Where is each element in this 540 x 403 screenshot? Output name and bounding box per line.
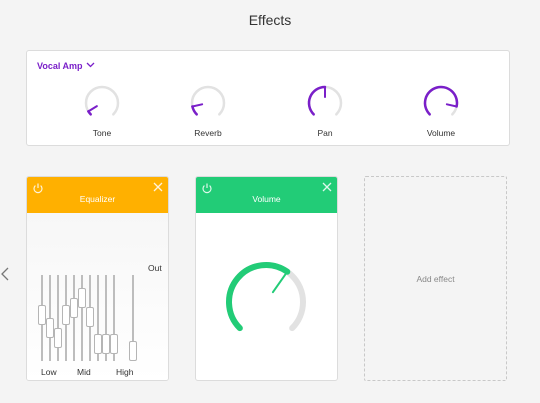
- eq-slider-track: [105, 275, 107, 361]
- knob-label-pan: Pan: [317, 128, 333, 138]
- power-icon[interactable]: [201, 182, 213, 196]
- knob-pointer: [445, 103, 458, 108]
- eq-slider-handle[interactable]: [102, 334, 110, 355]
- close-icon[interactable]: [152, 181, 164, 195]
- knob-volume[interactable]: Volume: [411, 81, 471, 141]
- eq-slider-track: [57, 275, 59, 361]
- knob-track: [190, 85, 226, 116]
- eq-band-label-low: Low: [41, 367, 57, 377]
- equalizer-title: Equalizer: [79, 194, 116, 204]
- knob-label-volume: Volume: [426, 128, 456, 138]
- add-effect-label: Add effect: [416, 273, 455, 284]
- volume-knob-graphic: [423, 85, 459, 116]
- pan-knob-graphic: [307, 85, 343, 116]
- close-icon[interactable]: [321, 181, 333, 195]
- equalizer-header: Equalizer: [27, 177, 168, 213]
- eq-slider-handle[interactable]: [110, 334, 118, 355]
- volume-knob[interactable]: [196, 213, 338, 381]
- eq-slider-handle[interactable]: [70, 298, 78, 319]
- knob-pan[interactable]: Pan: [295, 81, 355, 141]
- eq-out-slider-handle[interactable]: [129, 341, 137, 361]
- knob-value-arc: [226, 262, 291, 332]
- knob-value-arc: [191, 105, 198, 116]
- tone-knob-graphic: [84, 85, 120, 116]
- equalizer-card: Equalizer Out Low Mid High: [26, 176, 169, 381]
- add-effect-button[interactable]: Add effect: [364, 176, 507, 381]
- eq-band-label-mid: Mid: [77, 367, 91, 377]
- eq-slider-handle[interactable]: [86, 306, 94, 327]
- power-icon[interactable]: [32, 182, 44, 196]
- eq-slider-handle[interactable]: [62, 304, 70, 325]
- eq-slider-track: [81, 275, 83, 361]
- reverb-knob-graphic: [190, 85, 226, 116]
- volume-knob-pointer: [271, 273, 287, 294]
- eq-out-label: Out: [148, 263, 162, 273]
- eq-slider-handle[interactable]: [94, 334, 102, 355]
- preset-label: Vocal Amp: [37, 61, 83, 71]
- eq-slider-handle[interactable]: [78, 288, 86, 309]
- volume-header: Volume: [196, 177, 337, 213]
- eq-slider-handle[interactable]: [54, 327, 62, 348]
- preset-dropdown[interactable]: Vocal Amp: [37, 61, 95, 71]
- volume-title: Volume: [252, 194, 281, 204]
- eq-out-slider-track: [132, 275, 134, 361]
- knob-track: [84, 85, 120, 116]
- eq-slider-track: [113, 275, 115, 361]
- knob-label-tone: Tone: [92, 128, 112, 138]
- knob-tone[interactable]: Tone: [72, 81, 132, 141]
- knob-value-arc: [423, 85, 459, 116]
- chevron-down-icon: [86, 61, 95, 71]
- eq-slider-handle[interactable]: [46, 317, 54, 338]
- amp-panel: Vocal Amp Tone Reverb Pan Volume: [26, 50, 510, 146]
- chevron-left-icon[interactable]: [0, 266, 10, 287]
- eq-slider-track: [97, 275, 99, 361]
- equalizer-body: Out Low Mid High: [27, 213, 168, 380]
- eq-band-label-high: High: [116, 367, 134, 377]
- page-title: Effects: [248, 12, 292, 28]
- knob-pointer: [191, 103, 204, 108]
- volume-card: Volume: [195, 176, 338, 381]
- knob-label-reverb: Reverb: [194, 128, 222, 138]
- knob-value-arc: [307, 85, 327, 116]
- knob-reverb[interactable]: Reverb: [178, 81, 238, 141]
- eq-slider-handle[interactable]: [38, 304, 46, 325]
- knob-pointer: [87, 105, 98, 113]
